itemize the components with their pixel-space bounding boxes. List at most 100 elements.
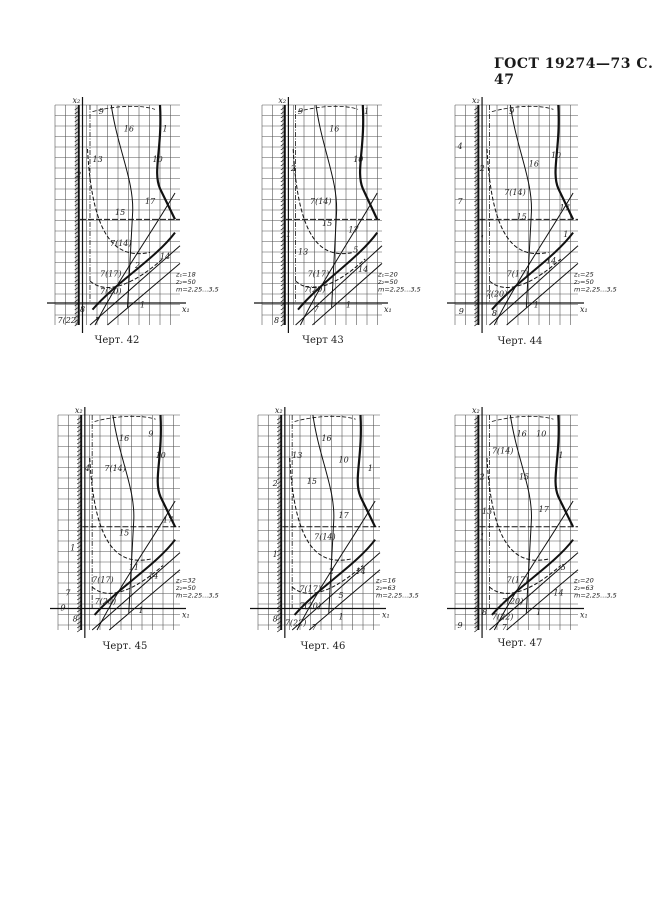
curve-label: 2 <box>479 164 485 173</box>
curve-label: 15 <box>517 212 527 221</box>
curve-1-10-boundary <box>360 105 377 219</box>
curve-7 <box>92 553 180 630</box>
figure-caption: Черт. 42 <box>95 335 140 346</box>
curve-label: 2 <box>479 473 485 482</box>
curve-17 <box>300 193 377 325</box>
left-boundary-hatched <box>280 105 286 327</box>
curve-7-17 <box>292 566 363 594</box>
axis-label-x2: x₂ <box>472 406 480 415</box>
parameter-text: z₂=50 <box>377 278 398 286</box>
curve-label: 7(17) <box>92 576 114 585</box>
curve-9 <box>298 106 358 111</box>
parameter-text: z₁=18 <box>175 271 196 279</box>
curve-7 <box>489 553 578 630</box>
grid <box>257 414 380 630</box>
curve-label: 14 <box>358 265 368 274</box>
curve-16 <box>313 415 334 613</box>
parameter-text: m=2,25...3,5 <box>574 592 617 600</box>
parameter-text: m=2,25...3,5 <box>378 286 421 294</box>
curve-label: 9 <box>148 430 153 439</box>
curve-label: 15 <box>119 528 129 537</box>
curve-2 <box>492 233 573 310</box>
curve-label: 7(17) <box>507 270 529 279</box>
curve-label: 10 <box>153 155 163 164</box>
diagram-44: x₁ x₂ 9 4 10 2 16 7(14) 7 15 17 1 1 14 7(17) 7(20) 9 8 1 z₁… <box>447 96 617 347</box>
curve-label: 15 <box>519 473 529 482</box>
axis-label-x1: x₁ <box>384 305 392 314</box>
curve-label: 10 <box>551 151 561 160</box>
curve-7-14 <box>290 458 351 560</box>
curve-label: 16 <box>119 434 129 443</box>
curve-label: 2 <box>328 567 334 576</box>
axis-label-x2: x₂ <box>472 96 480 105</box>
curve-7-17 <box>296 259 366 288</box>
curve-label: 10 <box>353 155 363 164</box>
curve-label: 17 <box>163 516 174 525</box>
left-boundary-hatched <box>276 415 283 633</box>
curve-label: 2 <box>290 164 296 173</box>
curve-label: 7 <box>95 316 101 325</box>
curve-label: 11 <box>129 563 139 572</box>
curve-2 <box>298 233 377 310</box>
curve-7-14 <box>487 149 548 254</box>
figure-caption: Черт. 47 <box>498 638 543 649</box>
curve-label: 16 <box>517 430 527 439</box>
curve-7 <box>90 246 180 325</box>
curve-label: 13 <box>482 507 492 516</box>
curve-label: 1 <box>480 533 485 542</box>
curve-label: 8 <box>274 316 279 325</box>
figure-caption: Черт. 44 <box>498 336 543 347</box>
curve-7 <box>292 553 380 630</box>
curve-label: 7 <box>502 623 508 632</box>
diagram-42: x₁ x₂ 9 16 1 13 2 10 15 17 1 7(14) 2 14 7(17) 7(20) 8 1 7(… <box>47 96 219 346</box>
curve-label: 1 <box>346 300 351 309</box>
left-boundary-hatched <box>74 105 80 327</box>
curve-label: 2 <box>134 261 140 270</box>
curve-label: 15 <box>307 477 317 486</box>
curve-1-10-boundary <box>157 105 175 219</box>
curve-label: 5 <box>339 591 344 600</box>
curve-label: 2 <box>75 171 81 180</box>
curve-label: 1 <box>273 550 278 559</box>
curve-label: 16 <box>529 160 539 169</box>
curve-14 <box>507 570 578 630</box>
curve-14 <box>309 570 380 630</box>
axis-label-x1: x₁ <box>182 305 190 314</box>
curve-label: 7(20) <box>100 287 122 296</box>
curve-label: 8 <box>73 614 78 623</box>
curve-14 <box>312 263 382 325</box>
curve-14 <box>507 263 578 325</box>
curve-7 <box>489 246 578 325</box>
curve-label: 13 <box>298 248 308 257</box>
curve-label: 17 <box>339 511 350 520</box>
curve-label: 5 <box>561 563 566 572</box>
curve-7-17 <box>90 259 163 288</box>
curve-label: 13 <box>93 155 103 164</box>
curve-7-14 <box>90 458 151 560</box>
curve-label: 1 <box>364 107 369 116</box>
curve-label: 10 <box>156 451 166 460</box>
curve-label: 7(14) <box>492 447 514 456</box>
curve-14 <box>108 263 181 325</box>
curve-label: 7(20) <box>95 597 117 606</box>
curve-label: 16 <box>124 124 134 133</box>
parameter-text: z₁=32 <box>175 577 196 585</box>
axis-label-x2: x₂ <box>275 406 283 415</box>
curve-14 <box>109 570 180 630</box>
curve-9 <box>295 416 356 421</box>
curve-label: 17 <box>145 197 156 206</box>
curve-label: 7 <box>314 305 320 314</box>
parameter-text: z₁=20 <box>573 577 594 585</box>
curve-label: 9 <box>99 107 104 116</box>
curve-16 <box>111 105 132 307</box>
curve-label: 1 <box>76 230 81 239</box>
figure-caption: Черт 43 <box>302 335 343 346</box>
axis-label-x1: x₁ <box>382 611 390 620</box>
parameter-text: z₂=63 <box>573 584 594 592</box>
curve-label: 9 <box>509 107 514 116</box>
axis-label-x1: x₁ <box>580 611 588 620</box>
curve-label: 7(17) <box>507 576 529 585</box>
figure-caption: Черт. 45 <box>103 641 148 652</box>
curve-label: 9 <box>457 621 462 630</box>
